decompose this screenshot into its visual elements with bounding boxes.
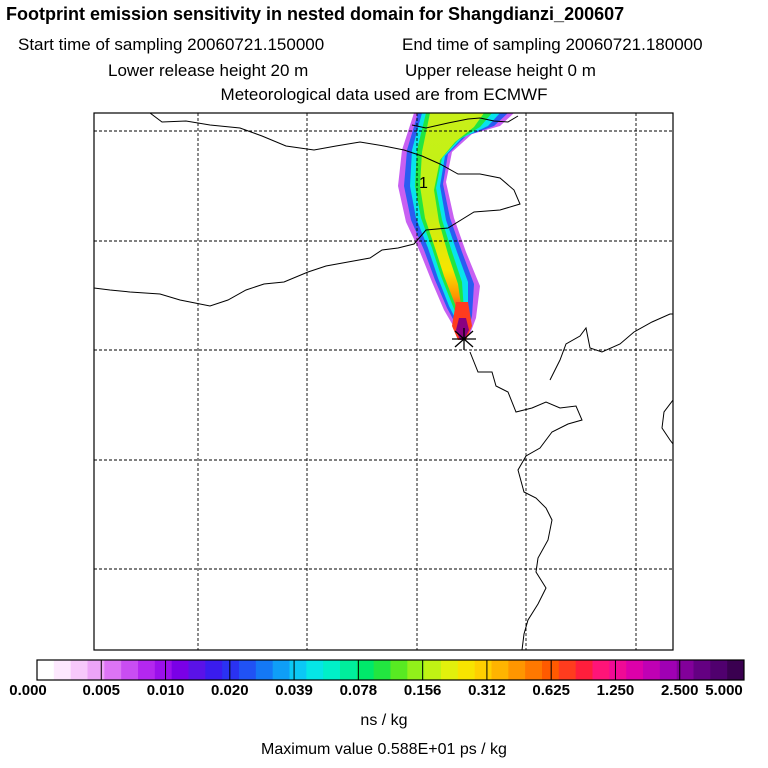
colorbar-swatch [104, 660, 122, 680]
contour-label: 1 [419, 175, 428, 192]
colorbar-swatch [323, 660, 341, 680]
colorbar-tick-label: 0.312 [468, 682, 506, 699]
colorbar-swatch [239, 660, 257, 680]
coastline [411, 115, 519, 129]
colorbar-tick-label: 0.156 [403, 682, 442, 699]
coastline [94, 113, 521, 307]
colorbar-swatch [222, 660, 240, 680]
colorbar-tick-label: 5.000 [705, 682, 743, 699]
met-data-label: Meteorological data used are from ECMWF [220, 85, 548, 104]
colorbar-swatch [558, 660, 577, 680]
colorbar-swatch [693, 660, 711, 680]
colorbar-swatch [407, 660, 425, 680]
plume-core [420, 113, 484, 326]
colorbar-swatch [188, 660, 206, 680]
colorbar-swatch [171, 660, 189, 680]
colorbar-tick-label: 0.005 [82, 682, 121, 699]
colorbar-swatch [255, 660, 274, 680]
colorbar-swatch [659, 660, 678, 680]
colorbar-swatch [609, 660, 627, 680]
sampling-end-label: End time of sampling 20060721.180000 [402, 35, 703, 54]
colorbar-tick-label: 2.500 [660, 682, 699, 699]
upper-release-height-label: Upper release height 0 m [405, 61, 596, 80]
colorbar-swatch [205, 660, 223, 680]
colorbar-tick-label: 0.020 [211, 682, 249, 699]
colorbar-swatch [457, 660, 476, 680]
colorbar-unit-label: ns / kg [360, 712, 408, 729]
map-area: 1 [94, 113, 673, 650]
colorbar-frame [36, 659, 745, 681]
colorbar-tick-label: 0.625 [532, 682, 570, 699]
colorbar-swatch [37, 660, 55, 680]
colorbar-swatch [542, 660, 560, 680]
colorbar-swatch [340, 660, 358, 680]
colorbar-swatch [727, 660, 745, 680]
colorbar-swatch [87, 660, 105, 680]
coastline [661, 399, 673, 445]
coastlines [94, 113, 673, 650]
colorbar-tick-label: 0.078 [339, 682, 378, 699]
colorbar-swatch [70, 660, 88, 680]
colorbar-swatch [53, 660, 72, 680]
colorbar-swatch [676, 660, 694, 680]
colorbar-swatch [289, 660, 307, 680]
maximum-value-label: Maximum value 0.588E+01 ps / kg [261, 741, 507, 758]
lat-lon-grid [94, 113, 673, 650]
release-site-star-icon [452, 328, 476, 350]
colorbar-swatch [390, 660, 408, 680]
colorbar-swatch [626, 660, 644, 680]
colorbar-tick-label: 0.039 [275, 682, 313, 699]
colorbar-tick-label: 0.010 [146, 682, 185, 699]
colorbar-swatch [121, 660, 139, 680]
colorbar-tick-label: 0.000 [9, 682, 47, 699]
colorbar-swatch [424, 660, 442, 680]
colorbar-swatch [643, 660, 661, 680]
colorbar [36, 659, 745, 681]
colorbar-swatch [272, 660, 290, 680]
colorbar-swatch [710, 660, 728, 680]
colorbar-swatch [138, 660, 156, 680]
colorbar-swatch [592, 660, 610, 680]
colorbar-swatch [508, 660, 526, 680]
coastline [549, 313, 673, 381]
colorbar-swatch [474, 660, 492, 680]
colorbar-tick-label: 1.250 [596, 682, 635, 699]
colorbar-swatch [306, 660, 324, 680]
figure-title: Footprint emission sensitivity in nested… [6, 4, 625, 24]
map-frame [93, 112, 674, 651]
colorbar-swatch [356, 660, 375, 680]
colorbar-swatch [441, 660, 459, 680]
colorbar-swatch [575, 660, 593, 680]
colorbar-swatch [154, 660, 173, 680]
lower-release-height-label: Lower release height 20 m [108, 61, 309, 80]
sampling-start-label: Start time of sampling 20060721.150000 [18, 35, 325, 54]
colorbar-swatch [373, 660, 391, 680]
colorbar-swatch [491, 660, 509, 680]
colorbar-swatch [525, 660, 543, 680]
coastline [469, 351, 583, 650]
